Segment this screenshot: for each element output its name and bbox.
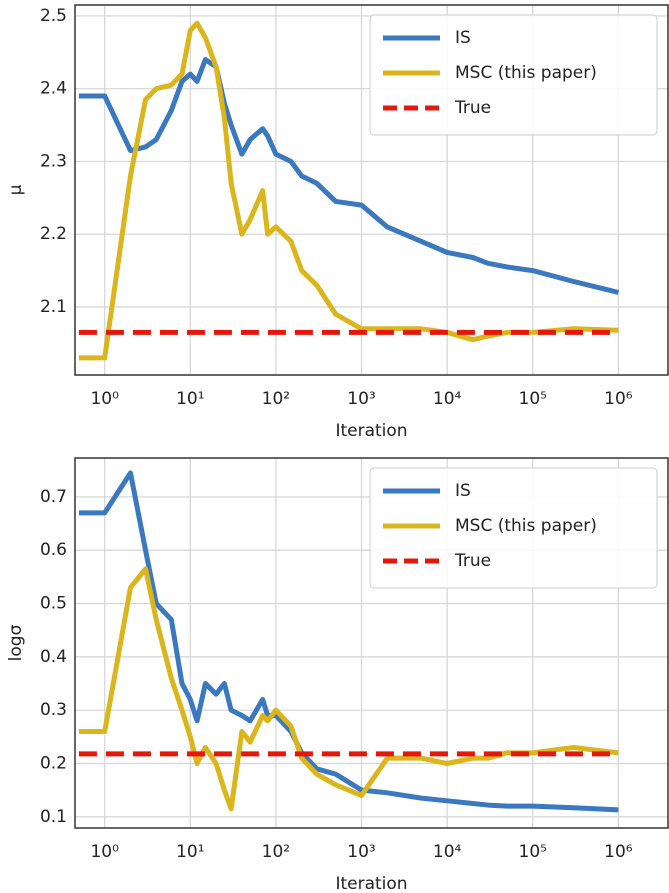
x-axis-label: Iteration bbox=[335, 421, 407, 441]
x-tick-label: 10⁴ bbox=[433, 842, 462, 862]
y-tick-label: 0.6 bbox=[40, 540, 67, 560]
y-tick-label: 2.4 bbox=[40, 79, 67, 99]
series-line bbox=[78, 566, 619, 812]
y-tick-label: 0.5 bbox=[40, 594, 67, 614]
y-axis-label: μ bbox=[6, 184, 26, 195]
x-tick-label: 10⁰ bbox=[90, 842, 119, 862]
series-line bbox=[78, 57, 619, 295]
subplot: 10⁰ 10¹ 10² 10³ 10⁴ 10⁵ 10⁶ 0.1 0.2 0.3 0.4 0.5 0.6 0… bbox=[6, 457, 669, 893]
legend-label: IS bbox=[455, 28, 471, 48]
legend: IS MSC (this paper) True bbox=[369, 14, 658, 136]
x-tick-label: 10⁶ bbox=[604, 389, 633, 409]
legend-label: MSC (this paper) bbox=[455, 63, 597, 83]
x-tick-label: 10² bbox=[262, 842, 290, 862]
y-axis-label: logσ bbox=[6, 624, 26, 661]
axes-frame bbox=[74, 4, 669, 376]
y-tick-label: 0.3 bbox=[40, 700, 67, 720]
x-tick-label: 10³ bbox=[347, 842, 375, 862]
axes-frame bbox=[74, 457, 669, 829]
series-line bbox=[78, 20, 619, 361]
y-tick-label: 0.7 bbox=[40, 487, 67, 507]
y-tick-label: 2.5 bbox=[40, 6, 67, 26]
legend-label: IS bbox=[455, 481, 471, 501]
y-tick-label: 0.2 bbox=[40, 753, 67, 773]
x-tick-label: 10¹ bbox=[176, 389, 204, 409]
x-axis-label: Iteration bbox=[335, 874, 407, 893]
y-tick-label: 2.3 bbox=[40, 151, 67, 171]
legend-label: True bbox=[454, 551, 491, 571]
legend-box bbox=[369, 14, 658, 136]
x-tick-label: 10⁵ bbox=[519, 842, 547, 862]
legend-box bbox=[369, 467, 658, 589]
x-tick-label: 10² bbox=[262, 389, 290, 409]
y-tick-label: 2.1 bbox=[40, 297, 67, 317]
legend: IS MSC (this paper) True bbox=[369, 467, 658, 589]
x-tick-label: 10⁵ bbox=[519, 389, 547, 409]
y-tick-label: 0.4 bbox=[40, 647, 67, 667]
y-tick-label: 2.2 bbox=[40, 224, 67, 244]
x-tick-label: 10³ bbox=[347, 389, 375, 409]
y-tick-label: 0.1 bbox=[40, 807, 67, 827]
legend-label: MSC (this paper) bbox=[455, 516, 597, 536]
x-tick-label: 10⁴ bbox=[433, 389, 462, 409]
x-tick-label: 10¹ bbox=[176, 842, 204, 862]
legend-label: True bbox=[454, 98, 491, 118]
subplot: 10⁰ 10¹ 10² 10³ 10⁴ 10⁵ 10⁶ 2.1 2.2 2.3 2.4 2.5 Iter… bbox=[6, 4, 669, 441]
x-tick-label: 10⁰ bbox=[90, 389, 119, 409]
series-line bbox=[78, 470, 619, 813]
x-tick-label: 10⁶ bbox=[604, 842, 633, 862]
